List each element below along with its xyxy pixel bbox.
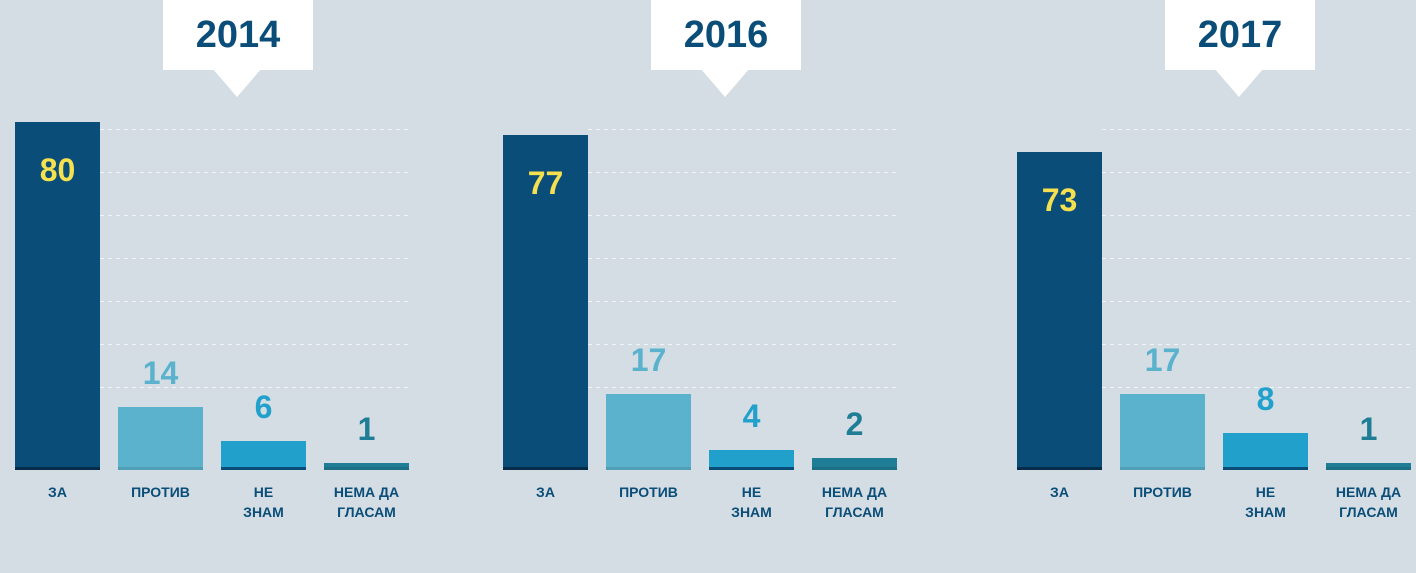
data-label: 1 bbox=[1359, 410, 1378, 447]
bar bbox=[709, 449, 794, 470]
grid-lines bbox=[100, 129, 410, 429]
x-tick-label: НЕМА ДА ГЛАСАМ bbox=[821, 484, 888, 520]
data-label: 14 bbox=[142, 354, 179, 391]
callout-tip bbox=[212, 68, 262, 97]
bar bbox=[1017, 152, 1102, 470]
x-tick-label: НЕ ЗНАМ bbox=[1245, 484, 1286, 520]
data-label: 80 bbox=[39, 152, 76, 188]
bar bbox=[1223, 432, 1308, 470]
data-label: 2 bbox=[845, 406, 864, 443]
x-tick-label: ПРОТИВ bbox=[1133, 484, 1192, 500]
bar bbox=[118, 406, 203, 470]
chart-panel: 2014 80 ЗА 14 ПРОТИВ 6 НЕ ЗНАМ 1 НЕМА ДА ГЛАСАМ bbox=[0, 0, 420, 573]
chart-title: 2016 bbox=[651, 0, 801, 70]
callout-tip bbox=[1214, 68, 1264, 97]
data-label: 4 bbox=[742, 397, 761, 434]
x-tick-label: ЗА bbox=[48, 484, 67, 500]
bar bbox=[15, 122, 100, 470]
data-label: 1 bbox=[357, 410, 376, 447]
callout-tip bbox=[700, 68, 750, 97]
grid-lines bbox=[1102, 129, 1412, 429]
chart-panel: 2017 73 ЗА 17 ПРОТИВ 8 НЕ ЗНАМ 1 НЕМА ДА ГЛАСАМ bbox=[1002, 0, 1416, 573]
bar bbox=[221, 441, 306, 470]
x-tick-label: НЕМА ДА ГЛАСАМ bbox=[1335, 484, 1402, 520]
data-label: 77 bbox=[527, 164, 564, 201]
x-tick-label: ЗА bbox=[1050, 484, 1069, 500]
data-label: 6 bbox=[254, 389, 273, 426]
data-label: 17 bbox=[630, 341, 667, 378]
bar bbox=[503, 134, 588, 470]
bar bbox=[606, 393, 691, 470]
bar bbox=[812, 458, 897, 470]
x-tick-label: ПРОТИВ bbox=[619, 484, 678, 500]
grid-lines bbox=[588, 129, 898, 429]
bar bbox=[324, 462, 409, 470]
x-tick-label: НЕ ЗНАМ bbox=[731, 484, 772, 520]
x-tick-label: НЕМА ДА ГЛАСАМ bbox=[333, 484, 400, 520]
x-tick-label: ПРОТИВ bbox=[131, 484, 190, 500]
x-tick-label: НЕ ЗНАМ bbox=[243, 484, 284, 520]
chart-panel: 2016 77 ЗА 17 ПРОТИВ 4 НЕ ЗНАМ 2 НЕМА ДА ГЛАСАМ bbox=[488, 0, 908, 573]
data-label: 17 bbox=[1144, 341, 1181, 378]
bar bbox=[1120, 393, 1205, 470]
chart-title: 2014 bbox=[163, 0, 313, 70]
data-label: 8 bbox=[1256, 380, 1275, 417]
chart-title: 2017 bbox=[1165, 0, 1315, 70]
bar bbox=[1326, 462, 1411, 470]
data-label: 73 bbox=[1041, 182, 1078, 219]
x-tick-label: ЗА bbox=[536, 484, 555, 500]
